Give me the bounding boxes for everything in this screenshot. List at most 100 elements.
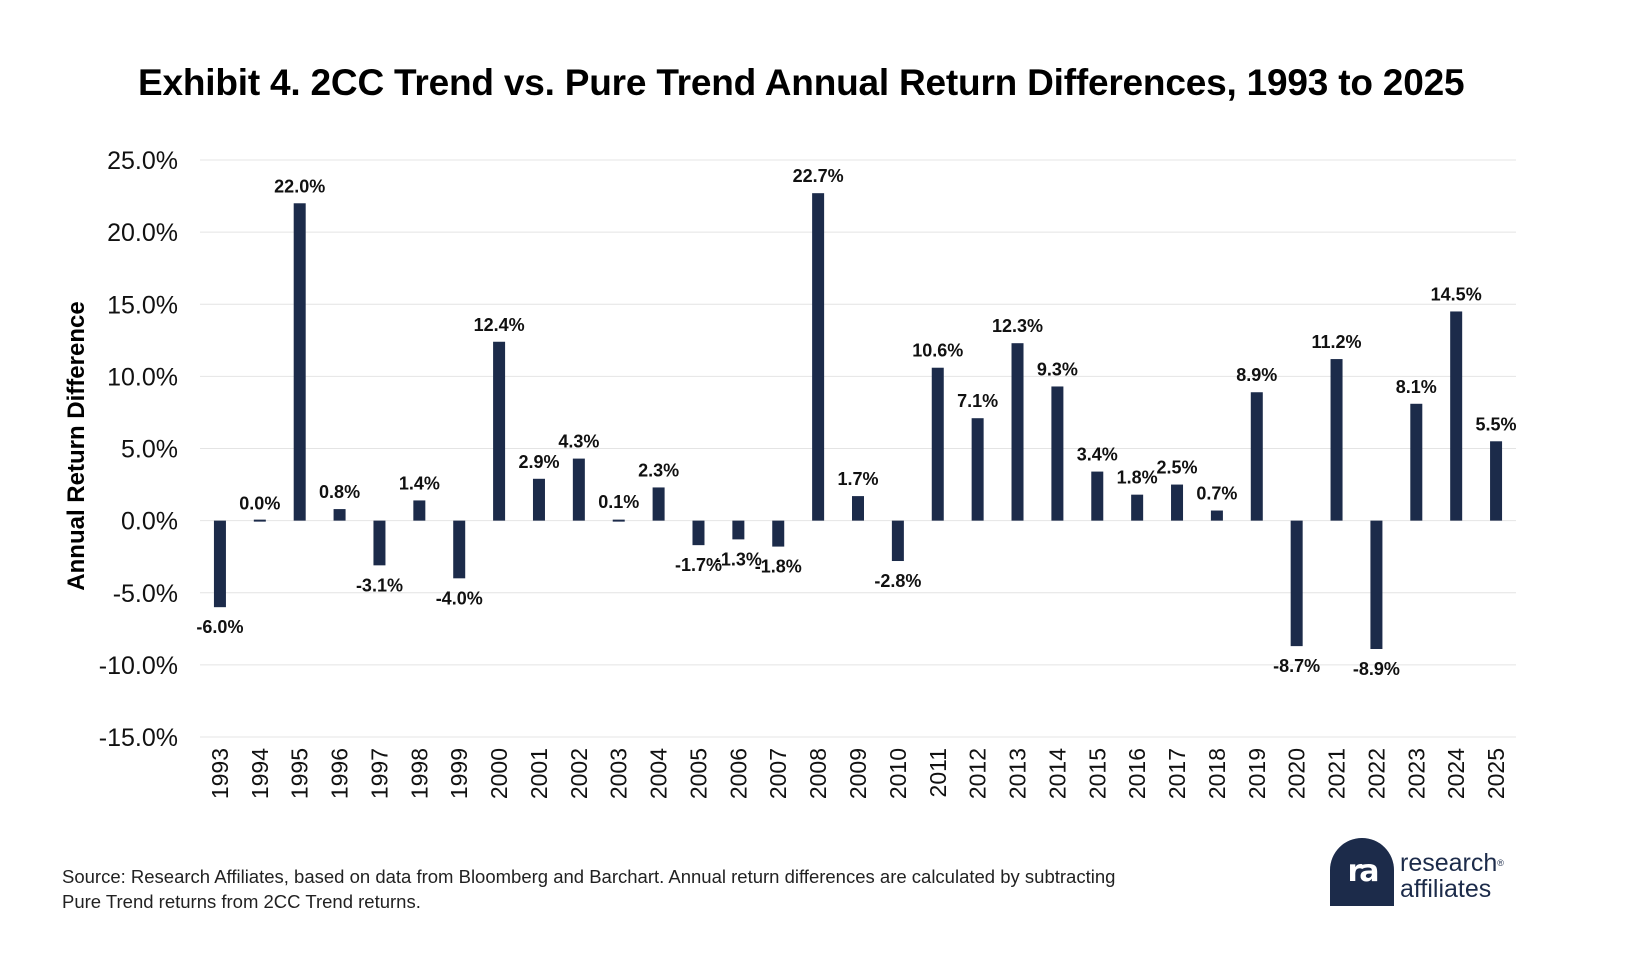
bar <box>1370 520 1383 650</box>
bar <box>493 341 506 521</box>
x-tick-label: 1996 <box>327 748 353 799</box>
data-label: 12.3% <box>992 316 1043 336</box>
bar <box>373 520 386 566</box>
y-tick-label: 5.0% <box>121 436 178 464</box>
data-label: 11.2% <box>1312 332 1362 352</box>
registered-mark: ® <box>1497 858 1504 868</box>
x-tick-label: 2024 <box>1443 748 1469 799</box>
x-tick-label: 1994 <box>247 748 273 799</box>
data-label: 9.3% <box>1037 359 1078 379</box>
x-tick-label: 2014 <box>1044 748 1070 799</box>
bar <box>1450 311 1463 521</box>
gridlines <box>200 159 1516 738</box>
bar <box>1490 441 1503 521</box>
x-tick-label: 2018 <box>1204 748 1230 799</box>
data-label: 3.4% <box>1077 445 1118 465</box>
y-tick-label: -15.0% <box>99 724 178 752</box>
bar <box>253 519 266 522</box>
x-tick-label: 2002 <box>566 748 592 799</box>
data-label: 0.7% <box>1196 484 1237 504</box>
data-label: 1.7% <box>837 469 878 489</box>
bar <box>971 418 984 521</box>
bar <box>1051 386 1064 521</box>
bar <box>1290 520 1303 647</box>
chart-title: Exhibit 4. 2CC Trend vs. Pure Trend Annu… <box>138 62 1465 103</box>
data-label: -1.3% <box>715 549 762 569</box>
data-label: 7.1% <box>957 391 998 411</box>
data-label: 1.8% <box>1117 468 1158 488</box>
data-label: 0.1% <box>598 492 639 512</box>
data-label: 12.4% <box>474 315 525 335</box>
x-tick-label: 2022 <box>1363 748 1389 799</box>
data-label: 10.6% <box>912 341 963 361</box>
bar <box>931 367 944 521</box>
bar <box>692 520 705 546</box>
data-label: -1.7% <box>675 555 722 575</box>
source-note: Source: Research Affiliates, based on da… <box>62 866 1116 912</box>
x-tick-label: 2003 <box>606 748 632 799</box>
x-tick-label: 2017 <box>1164 748 1190 799</box>
x-tick-label: 2015 <box>1084 748 1110 799</box>
y-axis-ticks: 25.0% 20.0% 15.0% 10.0% 5.0% 0.0% -5.0% -10.0% -… <box>99 147 178 752</box>
data-label: 2.9% <box>518 452 559 472</box>
data-label: -2.8% <box>874 571 921 591</box>
x-tick-label: 1998 <box>406 748 432 799</box>
bar <box>1250 392 1263 521</box>
bar <box>572 458 585 521</box>
x-tick-label: 2012 <box>965 748 991 799</box>
bar <box>333 509 346 521</box>
research-affiliates-logo-icon: ra <box>1330 838 1394 906</box>
x-tick-label: 2013 <box>1005 748 1031 799</box>
y-tick-label: 0.0% <box>121 508 178 536</box>
data-label: 5.5% <box>1476 414 1517 434</box>
data-label: -4.0% <box>436 588 483 608</box>
x-tick-label: 1995 <box>287 748 313 799</box>
data-label: 22.7% <box>793 166 844 186</box>
x-tick-label: 2009 <box>845 748 871 799</box>
bar <box>293 203 306 521</box>
y-tick-label: -10.0% <box>99 652 178 680</box>
x-tick-label: 2000 <box>486 748 512 799</box>
bar <box>891 520 904 562</box>
x-tick-label: 2005 <box>685 748 711 799</box>
x-tick-label: 2019 <box>1244 748 1270 799</box>
bar <box>812 193 825 521</box>
bar <box>652 487 665 521</box>
y-tick-label: 10.0% <box>107 363 178 391</box>
bar <box>1131 494 1144 521</box>
x-tick-label: 2004 <box>646 748 672 799</box>
bar <box>413 500 426 521</box>
data-label: -1.8% <box>755 557 802 577</box>
bar <box>532 478 545 521</box>
x-tick-label: 2007 <box>765 748 791 799</box>
bar <box>852 496 864 521</box>
logo-mark-text: ra <box>1347 854 1379 889</box>
x-tick-label: 2025 <box>1483 748 1509 799</box>
bar <box>1410 403 1423 521</box>
data-label: -3.1% <box>356 575 403 595</box>
data-label: 1.4% <box>399 473 440 493</box>
bar <box>1011 343 1024 521</box>
x-tick-label: 2001 <box>526 748 552 799</box>
logo-line2: affiliates <box>1400 875 1492 903</box>
logo-line1: research <box>1400 849 1498 877</box>
y-tick-label: 15.0% <box>107 291 178 319</box>
y-tick-label: 20.0% <box>107 219 178 247</box>
bar <box>772 520 785 547</box>
data-label: 2.3% <box>638 460 679 480</box>
bar <box>453 520 466 579</box>
data-label: -8.9% <box>1353 659 1400 679</box>
x-tick-label: 1997 <box>366 748 392 799</box>
bar <box>1330 359 1343 521</box>
x-tick-label: 2023 <box>1403 748 1429 799</box>
bars <box>213 193 1503 650</box>
x-tick-label: 2006 <box>725 748 751 799</box>
data-label: 8.9% <box>1236 365 1277 385</box>
data-label: 4.3% <box>558 432 599 452</box>
data-label: -6.0% <box>196 617 243 637</box>
bar <box>1091 471 1104 521</box>
data-labels: -6.0% 0.0% 22.0% 0.8% -3.1% 1.4% -4.0% 12.4% 2.9… <box>196 166 1516 679</box>
x-tick-label: 2011 <box>925 748 951 797</box>
data-label: 14.5% <box>1431 284 1482 304</box>
